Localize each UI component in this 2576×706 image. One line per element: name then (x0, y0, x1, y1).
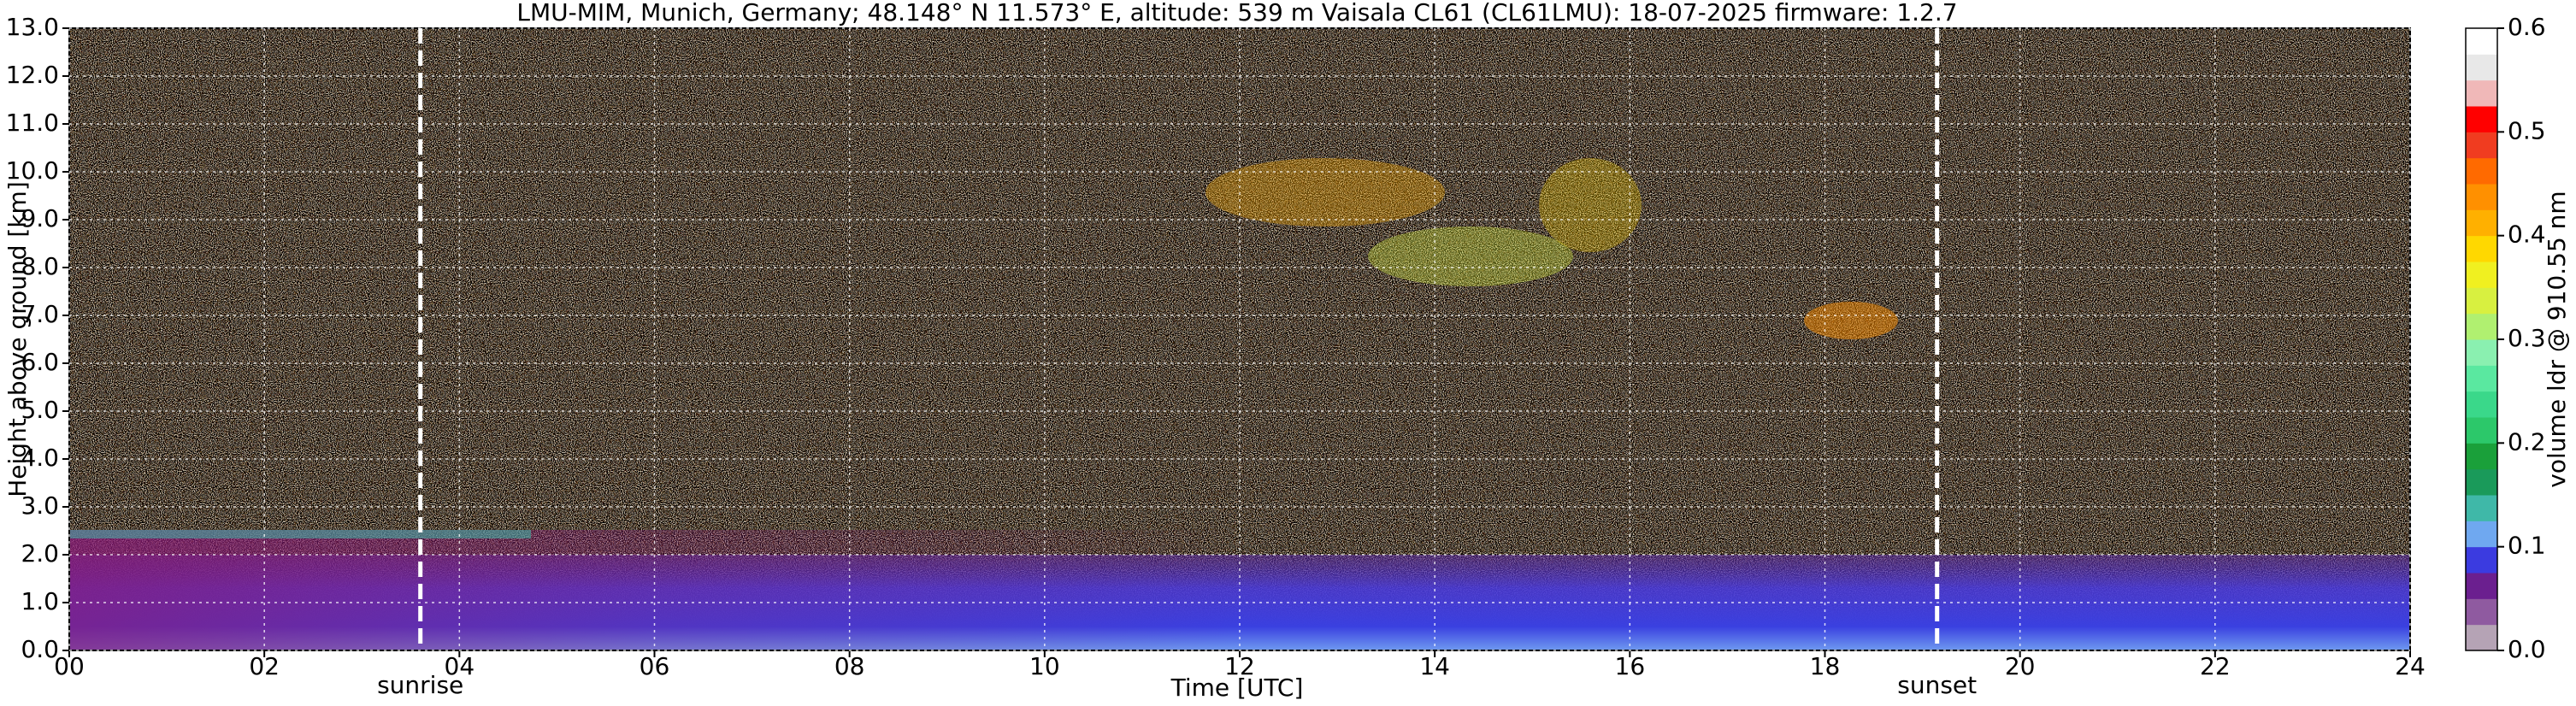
cirrus (1368, 227, 1573, 286)
colorbar-band (2466, 287, 2497, 315)
annotation: sunrise (377, 671, 463, 699)
colorbar-band (2466, 443, 2497, 470)
x-tick-label: 10 (1029, 652, 1060, 680)
x-tick-label: 20 (2005, 652, 2036, 680)
colorbar-tick-label: 0.0 (2508, 635, 2546, 663)
y-tick-label: 9.0 (21, 204, 59, 232)
y-axis-label: Height above ground [km] (3, 181, 32, 497)
colorbar-label: volume ldr @ 910.55 nm (2543, 191, 2571, 487)
y-tick-label: 10.0 (6, 156, 59, 185)
y-tick-label: 5.0 (21, 396, 59, 424)
colorbar-band (2466, 468, 2497, 496)
x-tick-label: 00 (54, 652, 85, 680)
colorbar-band (2466, 209, 2497, 237)
annotation: sunset (1897, 671, 1977, 699)
colorbar-band (2466, 573, 2497, 599)
colorbar-band (2466, 495, 2497, 521)
y-tick-label: 6.0 (21, 348, 59, 376)
aerosol-top (69, 530, 531, 538)
y-tick-label: 4.0 (21, 444, 59, 472)
colorbar-tick-label: 0.6 (2508, 13, 2546, 41)
x-tick-label: 04 (445, 652, 475, 680)
x-tick-label: 02 (249, 652, 280, 680)
colorbar-tick-label: 0.3 (2508, 324, 2546, 352)
colorbar-band (2466, 313, 2497, 340)
y-tick-label: 2.0 (21, 539, 59, 568)
colorbar-tick-label: 0.5 (2508, 116, 2546, 144)
y-tick-label: 1.0 (21, 587, 59, 615)
colorbar-band (2466, 262, 2497, 288)
colorbar-band (2466, 132, 2497, 159)
colorbar-tick-label: 0.4 (2508, 221, 2546, 249)
x-tick-label: 14 (1419, 652, 1450, 680)
colorbar-band (2466, 184, 2497, 210)
chart-title: LMU-MIM, Munich, Germany; 48.148° N 11.5… (516, 0, 1957, 26)
colorbar-tick-label: 0.2 (2508, 427, 2546, 456)
colorbar-band (2466, 79, 2497, 107)
y-tick-label: 8.0 (21, 252, 59, 280)
colorbar-band (2466, 624, 2497, 651)
colorbar-band (2466, 598, 2497, 626)
x-tick-label: 16 (1615, 652, 1646, 680)
colorbar-band (2466, 106, 2497, 132)
colorbar-band (2466, 546, 2497, 574)
colorbar-band (2466, 391, 2497, 418)
colorbar-band (2466, 417, 2497, 444)
colorbar-band (2466, 521, 2497, 548)
x-axis-label: Time [UTC] (1170, 674, 1304, 702)
y-tick-label: 0.0 (21, 635, 59, 663)
colorbar-band (2466, 157, 2497, 185)
colorbar-band (2466, 28, 2497, 55)
colorbar-band (2466, 339, 2497, 366)
y-tick-label: 12.0 (6, 61, 59, 89)
colorbar-band (2466, 365, 2497, 392)
x-tick-label: 22 (2200, 652, 2231, 680)
y-tick-label: 13.0 (6, 13, 59, 41)
x-tick-label: 08 (834, 652, 865, 680)
cirrus (1205, 158, 1445, 227)
cirrus (1539, 158, 1642, 252)
y-tick-label: 3.0 (21, 491, 59, 520)
colorbar-band (2466, 54, 2497, 81)
cirrus (1804, 302, 1898, 339)
x-tick-label: 12 (1224, 652, 1255, 680)
colorbar-band (2466, 235, 2497, 262)
x-tick-label: 18 (1810, 652, 1841, 680)
x-tick-label: 24 (2395, 652, 2426, 680)
y-tick-label: 7.0 (21, 300, 59, 328)
y-tick-label: 11.0 (6, 109, 59, 137)
x-tick-label: 06 (640, 652, 670, 680)
colorbar-tick-label: 0.1 (2508, 532, 2546, 560)
